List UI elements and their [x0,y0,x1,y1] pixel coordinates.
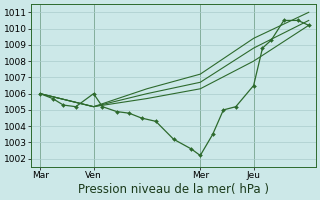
X-axis label: Pression niveau de la mer( hPa ): Pression niveau de la mer( hPa ) [78,183,269,196]
